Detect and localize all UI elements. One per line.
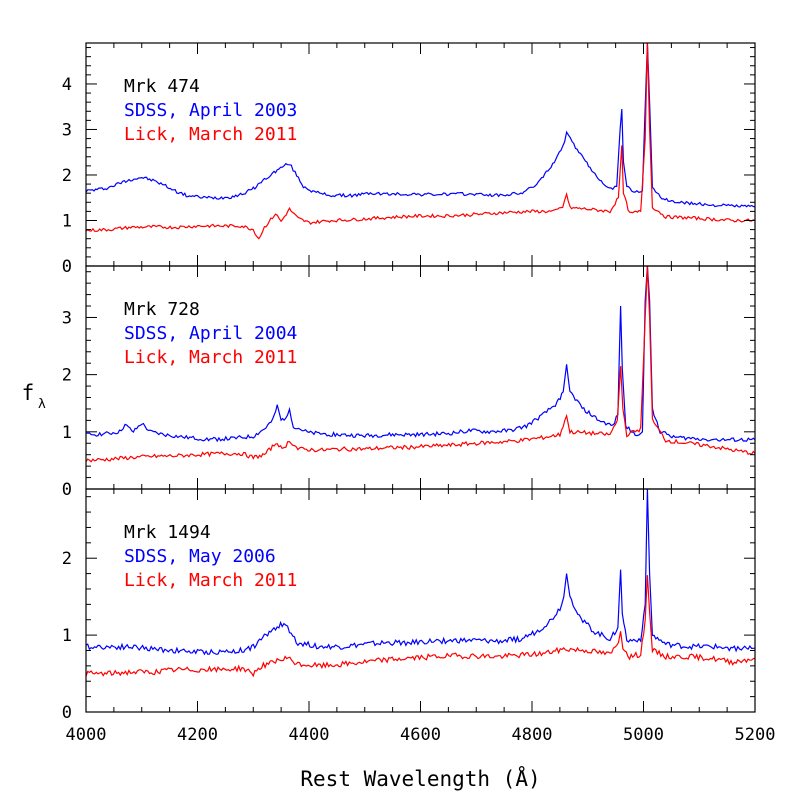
y-tick-label: 0 [62, 480, 72, 500]
series-line-sdss [86, 489, 755, 656]
legend-lick: Lick, March 2011 [124, 347, 297, 368]
series-line-sdss [86, 266, 755, 443]
x-tick-label: 4600 [400, 725, 441, 745]
y-tick-label: 1 [62, 626, 72, 646]
legend-lick: Lick, March 2011 [124, 570, 297, 591]
y-axis-label-main: f [22, 381, 35, 405]
panel-3: 0 1 2 Mrk 1494 SDSS, May 2006 Lick, March 201… [62, 488, 776, 745]
y-tick-label: 2 [62, 166, 72, 186]
y-tick-label: 3 [62, 308, 72, 328]
x-tick-label: 4200 [177, 725, 218, 745]
object-name: Mrk 474 [124, 76, 200, 97]
x-axis-label: Rest Wavelength (Å) [300, 765, 540, 791]
object-name: Mrk 728 [124, 299, 200, 320]
y-tick-label: 1 [62, 211, 72, 231]
legend-sdss: SDSS, April 2003 [124, 100, 297, 121]
object-name: Mrk 1494 [124, 522, 211, 543]
series-line-lick [86, 266, 755, 463]
x-tick-label: 5000 [623, 725, 664, 745]
y-tick-label: 3 [62, 120, 72, 140]
x-tick-label: 4400 [289, 725, 330, 745]
series-line-lick [86, 43, 755, 240]
legend-lick: Lick, March 2011 [124, 124, 297, 145]
y-tick-label: 2 [62, 549, 72, 569]
legend-sdss: SDSS, May 2006 [124, 546, 276, 567]
y-tick-label: 4 [62, 75, 72, 95]
series-line-lick [86, 575, 755, 678]
x-tick-label: 4800 [512, 725, 553, 745]
x-tick-label: 5200 [735, 725, 776, 745]
panel-1: 0 1 2 3 4 Mrk 474 SDSS, April 2003 Lick, March … [62, 42, 756, 277]
y-tick-label: 0 [62, 257, 72, 277]
legend-sdss: SDSS, April 2004 [124, 323, 297, 344]
x-tick-label: 4000 [66, 725, 107, 745]
y-tick-label: 2 [62, 366, 72, 386]
y-axis-label-sub: λ [38, 397, 46, 412]
panel-2: 0 1 2 3 Mrk 728 SDSS, April 2004 Lick, March 2… [62, 265, 756, 500]
y-tick-label: 0 [62, 703, 72, 723]
y-tick-label: 1 [62, 423, 72, 443]
